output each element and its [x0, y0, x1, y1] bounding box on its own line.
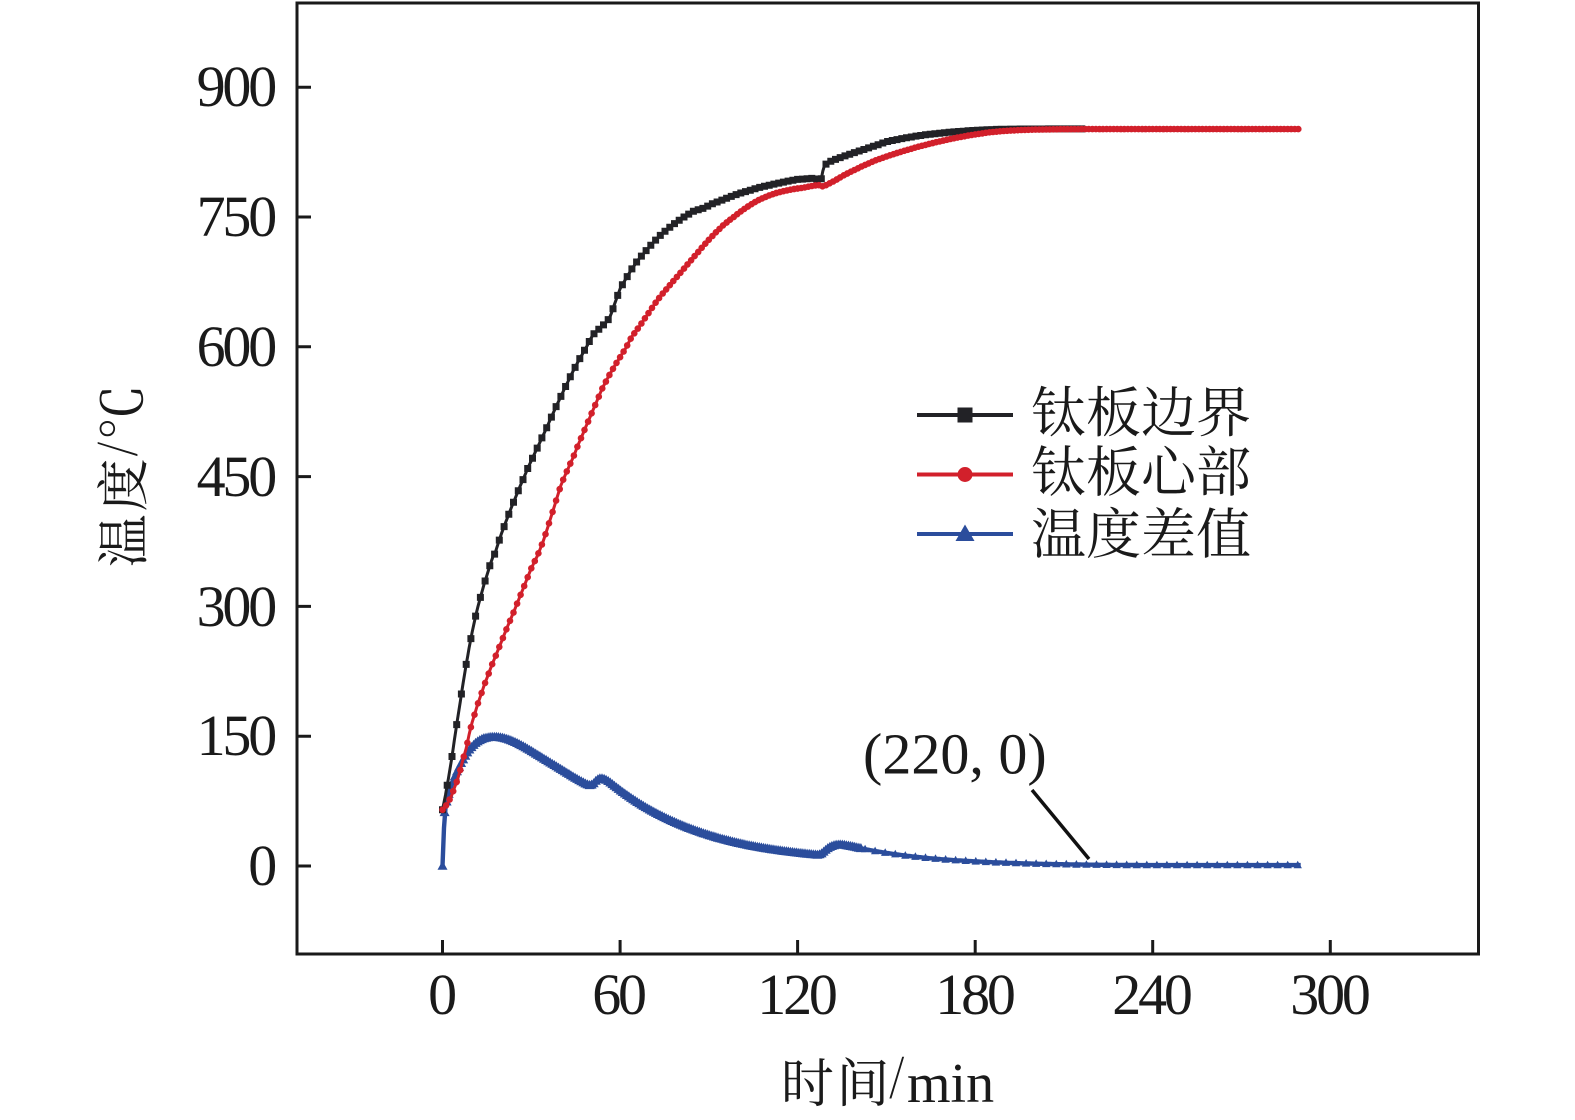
svg-text:120: 120 — [757, 962, 836, 1027]
svg-text:300: 300 — [197, 574, 276, 639]
svg-text:180: 180 — [935, 962, 1014, 1027]
svg-text:(220, 0): (220, 0) — [863, 722, 1047, 787]
svg-text:600: 600 — [197, 314, 276, 379]
svg-text:min: min — [907, 1053, 994, 1115]
svg-text:450: 450 — [197, 444, 276, 509]
svg-text:300: 300 — [1290, 962, 1369, 1027]
svg-text:750: 750 — [197, 184, 276, 249]
svg-text:240: 240 — [1112, 962, 1191, 1027]
svg-text:0: 0 — [248, 833, 275, 898]
svg-text:150: 150 — [197, 703, 276, 768]
svg-text:900: 900 — [197, 54, 276, 119]
svg-text:60: 60 — [592, 962, 645, 1027]
svg-text:0: 0 — [428, 962, 455, 1027]
